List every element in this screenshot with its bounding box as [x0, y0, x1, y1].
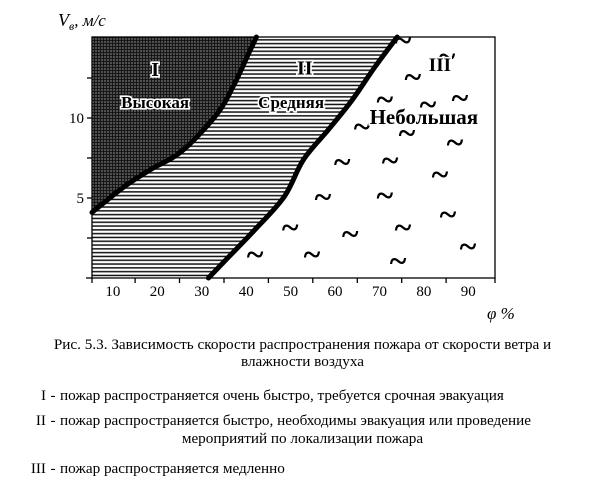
legend-dash-2: -: [50, 412, 56, 430]
wave-symbol-14: ~: [376, 177, 393, 213]
x-tick-label-50: 50: [283, 284, 298, 300]
region-II-area: [92, 37, 398, 278]
x-tick-label-60: 60: [328, 284, 343, 300]
legend-text-wrap-1: пожар распространяется очень быстро, тре…: [60, 387, 605, 405]
boundary-I-II-line: [89, 34, 259, 215]
wave-symbol-7: ~: [354, 108, 371, 144]
wave-symbol-21: ~: [460, 228, 477, 264]
x-tick-label-90: 90: [461, 284, 476, 300]
region-I-numeral: I: [151, 59, 159, 81]
wave-symbol-2: ~: [439, 38, 456, 74]
wave-symbol-16: ~: [282, 209, 299, 245]
region-II-numeral: II: [297, 57, 313, 79]
legend-item-1: I - пожар распространяется очень быстро,…: [0, 387, 605, 405]
x-tick-label-40: 40: [239, 284, 254, 300]
wave-symbol-4: ~: [376, 81, 393, 117]
figure-legend: I - пожар распространяется очень быстро,…: [0, 387, 605, 478]
legend-numeral-2: II: [35, 412, 46, 430]
wave-symbol-9: ~: [447, 124, 464, 160]
wave-symbol-8: ~: [399, 115, 416, 151]
wave-symbol-17: ~: [342, 215, 359, 251]
legend-text-wrap-3: пожар распространяется медленно: [60, 460, 605, 478]
x-tick-label-20: 20: [150, 284, 165, 300]
wave-symbol-11: ~: [382, 142, 399, 178]
region-III-label: Небольшая: [370, 105, 479, 129]
legend-item-3: III - пожар распространяется медленно: [0, 460, 605, 478]
wave-symbol-19: ~: [304, 236, 321, 272]
legend-numeral-3: III: [30, 460, 46, 478]
x-tick-label-10: 10: [105, 284, 120, 300]
x-axis-title: φ %: [487, 304, 515, 323]
wave-symbol-18: ~: [395, 209, 412, 245]
wave-symbol-5: ~: [420, 86, 437, 122]
wave-symbol-15: ~: [440, 196, 457, 232]
wave-symbol-10: ~: [334, 143, 351, 179]
wave-symbol-20: ~: [390, 243, 407, 279]
y-tick-label-5: 5: [77, 191, 85, 207]
legend-item-2: II - пожар распространяется быстро, необ…: [0, 412, 605, 448]
wave-symbol-3: ~: [404, 59, 421, 95]
wave-symbol-22: ~: [247, 236, 264, 272]
legend-text-2: пожар распространяется быстро, необходим…: [60, 412, 531, 430]
legend-text-1: пожар распространяется очень быстро, тре…: [60, 387, 504, 405]
wave-symbol-13: ~: [315, 179, 332, 215]
region-I-label: Высокая: [121, 93, 189, 112]
caption-line1: Рис. 5.3. Зависимость скорости распростр…: [53, 336, 552, 353]
x-tick-label-70: 70: [372, 284, 387, 300]
legend-text-wrap-2: пожар распространяется быстро, необходим…: [60, 412, 605, 448]
legend-dash-1: -: [50, 387, 56, 405]
x-tick-label-80: 80: [416, 284, 431, 300]
boundary-II-III-line: [205, 34, 400, 281]
region-III-numeral: III: [429, 55, 451, 76]
legend-text-3: пожар распространяется медленно: [60, 460, 285, 478]
legend-numeral-1: I: [40, 387, 46, 405]
y-tick-label-10: 10: [69, 111, 84, 127]
wave-symbol-1: ~: [395, 22, 412, 58]
legend-dash-3: -: [50, 460, 56, 478]
fire-spread-area-chart: ~ ~~~ ~ ~~ ~ ~~ ~ ~~ ~~~ ~ ~~ ~ ~~10 20 30 40 50 60 70 80 90…: [58, 10, 515, 323]
region-III-area: [208, 37, 495, 278]
x-tick-label-30: 30: [194, 284, 209, 300]
legend-text-2-cont: мероприятий по локализации пожара: [181, 430, 424, 448]
figure-caption: Рис. 5.3. Зависимость скорости распростр…: [0, 336, 605, 370]
region-I-area: [92, 37, 257, 213]
y-axis-title: Vв, м/с: [58, 10, 106, 33]
region-II-label: Средняя: [258, 93, 324, 112]
caption-line2: влажности воздуха: [240, 353, 365, 371]
wave-symbol-12: ~: [432, 156, 449, 192]
wave-symbol-6: ~: [452, 79, 469, 115]
